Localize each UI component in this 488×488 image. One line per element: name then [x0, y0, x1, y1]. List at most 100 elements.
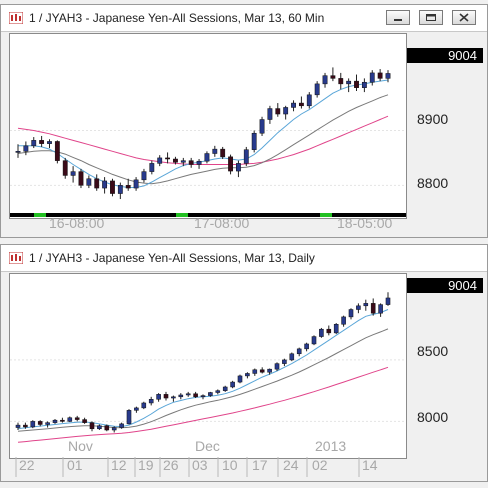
candle-body	[322, 75, 328, 85]
candle-body	[173, 158, 178, 163]
candle	[212, 145, 218, 157]
x-tick-year: 2013	[315, 438, 347, 454]
candle	[341, 315, 346, 327]
x-tick-day: 03	[192, 457, 208, 473]
candle	[361, 78, 367, 93]
candle	[348, 308, 354, 320]
candle-body	[356, 305, 361, 310]
candle-body	[385, 297, 391, 305]
candlestick-chart-daily[interactable]	[10, 274, 406, 458]
candlestick-chart-60min[interactable]	[10, 34, 406, 218]
candle-body	[62, 160, 68, 176]
candle	[259, 367, 265, 374]
x-tick-day: 24	[283, 457, 299, 473]
candle-body	[377, 72, 383, 79]
candle	[378, 303, 383, 317]
candle-body	[385, 73, 391, 79]
candle	[125, 178, 131, 191]
candle	[97, 424, 102, 431]
candle-body	[60, 419, 65, 422]
x-tick-month: Nov	[68, 438, 93, 454]
candle-body	[259, 369, 265, 373]
candle	[251, 130, 257, 153]
y-tick-label: 8800	[417, 175, 449, 191]
candle	[346, 78, 352, 93]
candle-body	[126, 410, 132, 425]
restore-button[interactable]	[419, 10, 443, 25]
candle-body	[378, 304, 383, 314]
candle	[282, 358, 287, 367]
candle	[188, 157, 194, 168]
candle	[141, 168, 147, 183]
candle	[47, 139, 52, 149]
candle-body	[157, 157, 163, 164]
candle	[193, 391, 198, 399]
candle-body	[52, 419, 58, 423]
candle	[178, 393, 184, 400]
candle-body	[311, 336, 317, 345]
minimize-button[interactable]	[386, 10, 410, 25]
session-bar	[10, 213, 406, 217]
window-titlebar[interactable]: 1 / JYAH3 - Japanese Yen-All Sessions, M…	[1, 245, 487, 272]
candle-body	[274, 363, 280, 370]
candle	[30, 420, 36, 429]
candle-body	[245, 373, 250, 377]
candle-body	[15, 151, 21, 153]
candle-body	[338, 78, 344, 85]
candle-body	[222, 386, 228, 391]
window-titlebar[interactable]: 1 / JYAH3 - Japanese Yen-All Sessions, M…	[1, 5, 487, 32]
session-marker	[176, 213, 188, 217]
candle	[89, 421, 95, 432]
x-tick-day: 02	[312, 457, 328, 473]
candle-body	[149, 163, 155, 172]
candle	[196, 159, 202, 169]
candle	[157, 155, 163, 167]
candle	[363, 299, 369, 311]
candle-body	[361, 81, 367, 88]
candle	[356, 303, 361, 314]
candle	[296, 347, 302, 357]
candle	[222, 385, 228, 392]
candle	[156, 393, 161, 402]
candle-body	[267, 368, 272, 373]
chart-window-daily[interactable]: 1 / JYAH3 - Japanese Yen-All Sessions, M…	[0, 244, 488, 482]
candle	[163, 391, 169, 401]
candle-body	[15, 424, 21, 428]
moving-average-mid	[17, 328, 389, 432]
candle	[319, 327, 324, 338]
candle-body	[193, 393, 198, 398]
candle	[275, 103, 281, 117]
candle	[141, 401, 147, 410]
candle	[119, 422, 124, 429]
candle-body	[185, 393, 191, 396]
price-chart-plot[interactable]	[9, 273, 407, 459]
candle	[322, 72, 328, 88]
candle-body	[45, 422, 50, 425]
candle	[208, 391, 213, 397]
x-tick-month: Dec	[195, 438, 220, 454]
candle	[200, 394, 206, 400]
candle-body	[119, 423, 124, 428]
candle	[333, 323, 339, 335]
x-tick-day: 14	[362, 457, 378, 473]
price-chart-plot[interactable]	[9, 33, 407, 219]
candle-body	[125, 185, 131, 189]
candle-body	[171, 396, 176, 399]
candle	[31, 137, 37, 149]
candle	[204, 151, 210, 164]
candle-body	[251, 132, 257, 150]
candle-body	[47, 141, 52, 144]
candle-body	[298, 102, 304, 107]
candle	[60, 417, 65, 423]
candle-body	[37, 421, 43, 425]
candle-body	[111, 427, 117, 431]
moving-average-fast	[17, 309, 389, 430]
chart-window-60min[interactable]: 1 / JYAH3 - Japanese Yen-All Sessions, M…	[0, 4, 488, 238]
candle-body	[196, 160, 202, 165]
candle	[23, 422, 28, 429]
close-button[interactable]	[452, 10, 476, 25]
moving-average-slow	[17, 366, 389, 443]
candle-body	[354, 80, 359, 88]
x-tick-day: 17	[252, 457, 268, 473]
candle	[330, 67, 336, 82]
